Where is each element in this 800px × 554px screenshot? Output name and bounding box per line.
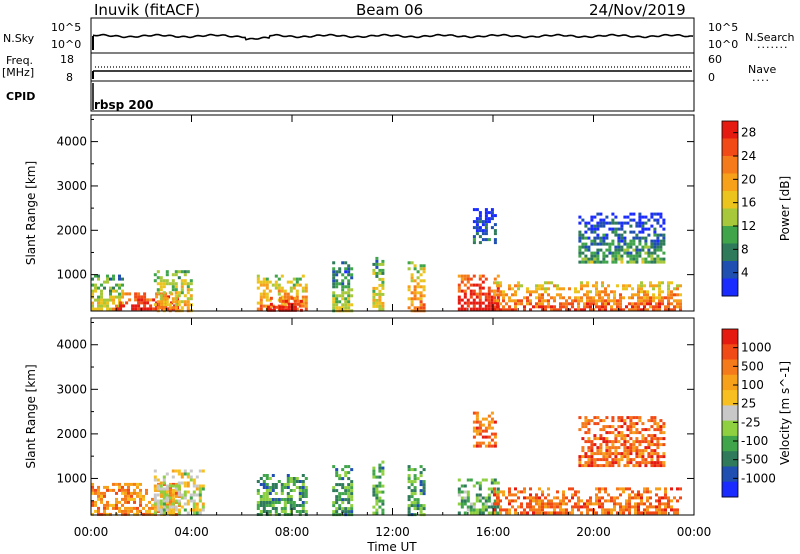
power-colorbar-label: Power [dB] <box>778 176 792 241</box>
power-colorbar-frame <box>721 120 739 297</box>
power-colorbar-seg-9 <box>722 278 738 297</box>
power-colorbar-seg-4 <box>722 191 738 209</box>
power-ytick-label-1: 2000 <box>56 223 87 237</box>
nsky-tick-bottom: 10^0 <box>51 38 82 51</box>
velocity-colorbar-seg-8 <box>722 451 738 467</box>
velocity-colorbar-seg-10 <box>722 481 738 498</box>
beam-title: Beam 06 <box>356 1 424 19</box>
power-colorbar-seg-0 <box>722 121 738 139</box>
cpid-panel-frame <box>90 80 695 112</box>
power-cbtick-label-3: 16 <box>741 196 756 210</box>
velocity-cbtick-label-4: -25 <box>741 415 761 429</box>
date-title: 24/Nov/2019 <box>589 1 686 19</box>
time-tick-label-5: 20:00 <box>576 525 611 539</box>
cpid-value: rbsp 200 <box>94 98 154 112</box>
velocity-cbtick-label-5: -100 <box>741 434 768 448</box>
power-colorbar-seg-5 <box>722 208 738 227</box>
power-cbtick-label-0: 4 <box>741 266 749 280</box>
power-colorbar-seg-7 <box>722 243 738 262</box>
velocity-colorbar-seg-3 <box>722 374 738 391</box>
velocity-colorbar-seg-5 <box>722 405 738 422</box>
nsky-label: N.Sky <box>3 32 35 45</box>
nsearch-tick-top: 10^5 <box>708 21 739 34</box>
velocity-colorbar-seg-1 <box>722 344 738 361</box>
time-tick-label-1: 04:00 <box>174 525 209 539</box>
velocity-ytick-label-2: 3000 <box>56 382 87 396</box>
power-cbtick-label-4: 20 <box>741 172 756 186</box>
power-colorbar-seg-8 <box>722 261 738 279</box>
velocity-colorbar-seg-4 <box>722 390 738 406</box>
nsearch-dots: ······· <box>757 41 789 54</box>
velocity-ytick-label-1: 2000 <box>56 427 87 441</box>
time-tick-label-0: 00:00 <box>74 525 109 539</box>
time-tick-label-6: 00:00 <box>677 525 712 539</box>
freq-label: Freq. <box>6 54 34 67</box>
velocity-colorbar-seg-2 <box>722 359 738 376</box>
velocity-colorbar-seg-9 <box>722 466 738 483</box>
power-colorbar-seg-3 <box>722 173 738 192</box>
velocity-cbtick-label-3: 25 <box>741 397 756 411</box>
power-colorbar-seg-6 <box>722 226 738 244</box>
velocity-cbtick-label-0: 1000 <box>741 341 772 355</box>
freq-tick-bottom: 8 <box>66 71 73 84</box>
power-cbtick-label-2: 12 <box>741 219 756 233</box>
freq-unit: [MHz] <box>2 66 35 79</box>
velocity-cbtick-label-2: 100 <box>741 378 764 392</box>
velocity-cbtick-label-6: -500 <box>741 453 768 467</box>
velocity-ytick-label-0: 1000 <box>56 471 87 485</box>
nsearch-label: N.Search <box>745 31 795 44</box>
nave-dots: ···· <box>752 74 770 87</box>
velocity-data-cells <box>91 411 682 517</box>
power-ytick-label-0: 1000 <box>56 268 87 282</box>
nsearch-tick-bottom: 10^0 <box>708 38 739 51</box>
velocity-cbtick-label-1: 500 <box>741 359 764 373</box>
time-tick-label-3: 12:00 <box>375 525 410 539</box>
velocity-cbtick-label-7: -1000 <box>741 471 776 485</box>
velocity-colorbar-frame <box>721 328 739 498</box>
nsky-series-line <box>92 33 694 41</box>
xlabel-time-ut: Time UT <box>366 540 417 554</box>
nave-tick-top: 60 <box>708 53 722 66</box>
station-title: Inuvik (fitACF) <box>94 1 201 19</box>
power-cbtick-label-5: 24 <box>741 149 756 163</box>
power-cbtick-label-1: 8 <box>741 242 749 256</box>
power-data-cells <box>91 208 682 313</box>
velocity-colorbar-label: Velocity [m s^-1] <box>778 361 792 465</box>
freq-tick-top: 18 <box>60 53 74 66</box>
power-ytick-label-3: 4000 <box>56 135 87 149</box>
nsky-tick-top: 10^5 <box>51 21 82 34</box>
power-cbtick-label-6: 28 <box>741 126 756 140</box>
nave-label: Nave <box>748 63 777 76</box>
velocity-colorbar-seg-6 <box>722 420 738 437</box>
velocity-ylabel: Slant Range [km] <box>24 364 38 468</box>
nave-tick-bottom: 0 <box>708 71 715 84</box>
power-colorbar-seg-1 <box>722 138 738 157</box>
power-ylabel: Slant Range [km] <box>24 161 38 265</box>
time-tick-label-2: 08:00 <box>275 525 310 539</box>
power-colorbar-seg-2 <box>722 156 738 174</box>
power-ytick-label-2: 3000 <box>56 179 87 193</box>
velocity-colorbar-seg-7 <box>722 435 738 452</box>
time-tick-label-4: 16:00 <box>476 525 511 539</box>
velocity-colorbar-seg-0 <box>722 329 738 345</box>
cpid-label: CPID <box>6 90 36 103</box>
velocity-panel-frame <box>90 317 695 516</box>
velocity-ytick-label-3: 4000 <box>56 338 87 352</box>
